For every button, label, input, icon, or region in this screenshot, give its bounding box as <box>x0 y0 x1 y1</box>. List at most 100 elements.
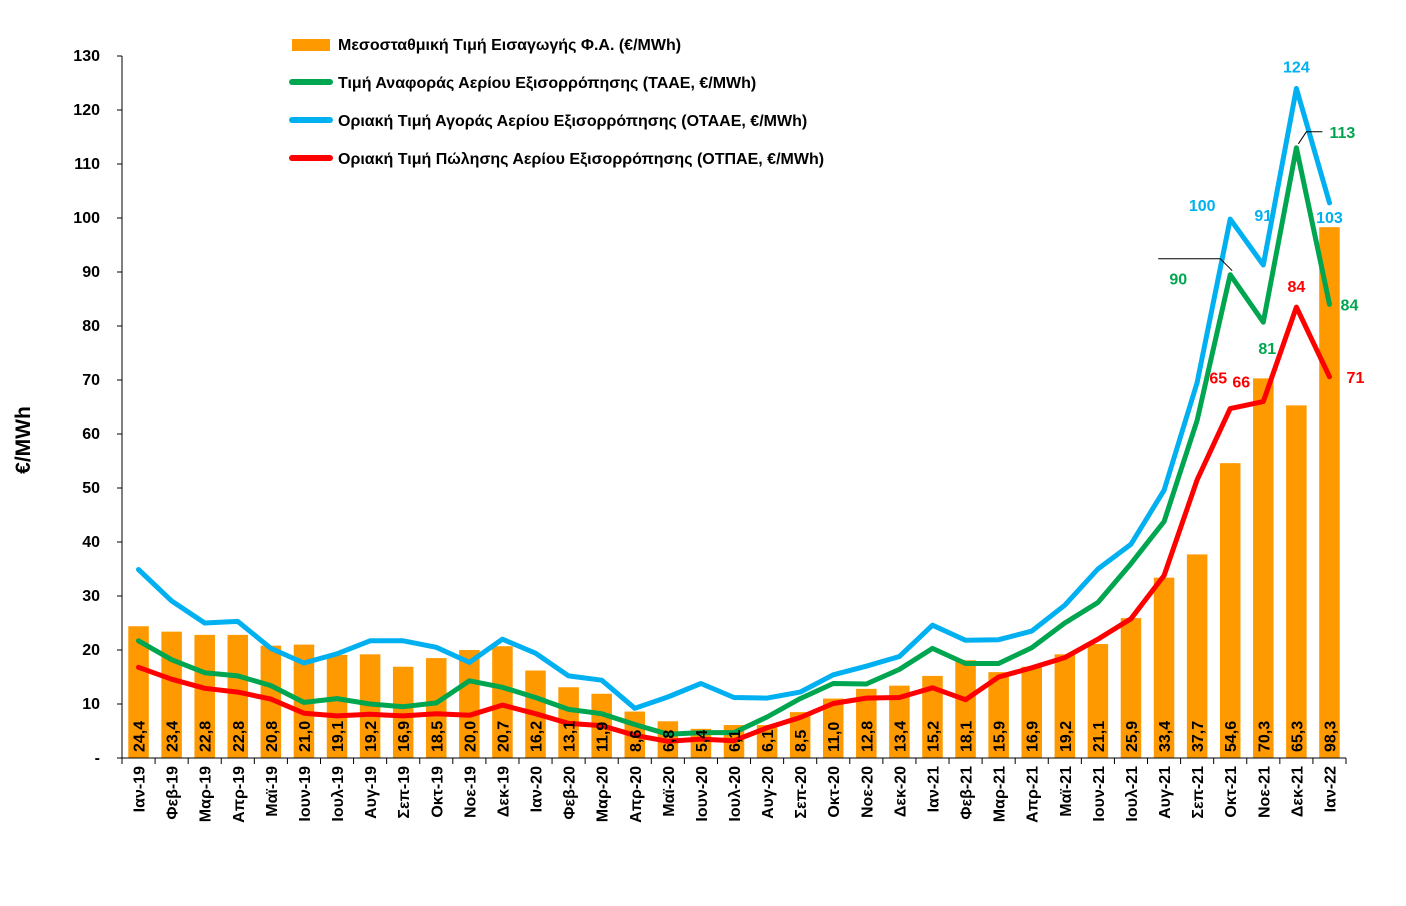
bar <box>260 645 282 758</box>
value-annotation: 100 <box>1189 198 1216 215</box>
x-tick-label: Ιουν-20 <box>694 766 711 822</box>
bar <box>194 634 215 758</box>
y-axis-label: €/MWh <box>12 406 35 474</box>
bar <box>822 698 844 758</box>
bar <box>1021 666 1042 758</box>
x-tick-label: Ιουν-21 <box>1091 766 1108 822</box>
bar-value-label: 8,5 <box>793 730 810 752</box>
value-annotation: 91 <box>1254 208 1272 225</box>
value-annotation: 113 <box>1329 125 1355 142</box>
bar <box>426 658 447 758</box>
y-tick-label: 130 <box>73 48 100 65</box>
bar <box>690 728 712 758</box>
bar <box>1153 577 1175 758</box>
bar-value-label: 65,3 <box>1289 721 1306 752</box>
bar-value-label: 11,0 <box>826 722 843 752</box>
bar-value-label: 21,0 <box>297 721 314 752</box>
bar <box>889 685 910 758</box>
bar-value-label: 54,6 <box>1223 721 1240 752</box>
bar-value-label: 15,2 <box>925 721 942 752</box>
bar <box>128 626 149 758</box>
bar-value-label: 18,5 <box>429 721 446 752</box>
annotation-leader <box>1158 258 1233 272</box>
y-tick-label: 40 <box>82 534 100 551</box>
bar-value-label: 6,8 <box>661 730 678 752</box>
bar-value-label: 20,8 <box>264 721 281 752</box>
y-tick-label: 100 <box>73 210 100 227</box>
bar <box>1120 618 1142 758</box>
bar-value-label: 16,9 <box>1025 721 1042 752</box>
bar <box>756 725 778 758</box>
y-tick-label: 120 <box>73 102 100 119</box>
legend: Μεσοσταθμική Τιμή Εισαγωγής Φ.Α. (€/MWh)… <box>289 37 824 168</box>
x-tick-label: Αυγ-20 <box>760 766 777 819</box>
bar <box>392 666 414 758</box>
bar <box>492 646 513 758</box>
annotation-leader <box>1297 131 1323 145</box>
x-tick-label: Ιουν-19 <box>297 766 314 822</box>
y-tick-label: 70 <box>82 372 100 389</box>
x-tick-label: Οκτ-21 <box>1223 766 1240 818</box>
value-annotation: 65 <box>1209 371 1227 388</box>
bar-value-label: 21,1 <box>1091 721 1108 752</box>
x-tick-label: Φεβ-21 <box>959 766 976 820</box>
lines-layer <box>136 85 1332 744</box>
x-tick-label: Μαρ-20 <box>595 766 612 822</box>
bar <box>1219 463 1241 758</box>
bar <box>1054 654 1076 758</box>
bar-value-label: 18,1 <box>959 721 976 752</box>
bar-value-label: 6,1 <box>760 730 777 752</box>
bar <box>856 688 877 758</box>
y-tick-label: - <box>95 750 100 767</box>
x-tick-label: Σεπ-20 <box>793 766 810 819</box>
value-annotation: 124 <box>1283 59 1310 76</box>
y-tick-label: 90 <box>82 264 100 281</box>
legend-label: Οριακή Τιμή Αγοράς Αερίου Εξισορρόπησης … <box>338 113 807 130</box>
bar-value-label: 19,2 <box>1058 721 1075 752</box>
bar <box>789 712 811 758</box>
bar-value-label: 70,3 <box>1256 721 1273 752</box>
bars-layer <box>128 227 1340 758</box>
bar-value-label: 25,9 <box>1124 721 1141 752</box>
bar-value-label: 33,4 <box>1157 721 1174 752</box>
bar-value-label: 16,9 <box>396 721 413 752</box>
x-tick-label: Ιαν-22 <box>1322 766 1339 812</box>
x-tick-label: Σεπ-21 <box>1190 766 1207 819</box>
legend-label: Τιμή Αναφοράς Αερίου Εξισορρόπησης (ΤΑΑΕ… <box>338 75 756 92</box>
legend-label: Μεσοσταθμική Τιμή Εισαγωγής Φ.Α. (€/MWh) <box>338 37 681 54</box>
x-tick-label: Μαρ-21 <box>992 766 1009 822</box>
value-annotation: 103 <box>1316 210 1343 227</box>
legend-swatch-bar <box>292 39 330 51</box>
x-tick-label: Ιουλ-20 <box>727 766 744 822</box>
x-tick-label: Σεπ-19 <box>396 766 413 819</box>
x-tick-label: Μαρ-19 <box>198 766 215 822</box>
x-tick-label: Οκτ-20 <box>826 766 843 818</box>
series-line <box>136 304 1332 744</box>
x-tick-label: Δεκ-20 <box>892 766 909 817</box>
x-tick-label: Νοε-20 <box>859 766 876 818</box>
bar <box>227 634 249 758</box>
x-tick-label: Νοε-19 <box>462 766 479 818</box>
x-tick-label: Απρ-21 <box>1025 766 1042 823</box>
bar-value-label: 22,8 <box>231 721 248 752</box>
bar-value-label: 24,4 <box>132 721 149 752</box>
value-annotation: 71 <box>1347 370 1365 387</box>
value-annotation: 84 <box>1341 297 1359 314</box>
bar-value-label: 12,8 <box>859 721 876 752</box>
y-tick-label: 80 <box>82 318 100 335</box>
legend-label: Οριακή Τιμή Πώλησης Αερίου Εξισορρόπησης… <box>338 151 824 168</box>
axes-layer: - 10 20 30 40 50 60 70 80 90 100 110 120 130 Ιαν-19 Φεβ… <box>73 48 1347 823</box>
y-tick-label: 20 <box>82 642 100 659</box>
x-tick-label: Μαϊ-20 <box>661 766 678 817</box>
bar-value-label: 20,7 <box>495 721 512 752</box>
bar-value-label: 37,7 <box>1190 721 1207 752</box>
value-annotation: 84 <box>1287 279 1305 296</box>
x-tick-label: Απρ-19 <box>231 766 248 823</box>
value-annotation: 81 <box>1258 341 1276 358</box>
x-tick-label: Μαϊ-21 <box>1058 766 1075 817</box>
x-tick-label: Δεκ-19 <box>495 766 512 817</box>
bar-value-label: 16,2 <box>529 721 546 752</box>
x-tick-label: Απρ-20 <box>628 766 645 823</box>
x-tick-label: Ιαν-20 <box>529 766 546 812</box>
